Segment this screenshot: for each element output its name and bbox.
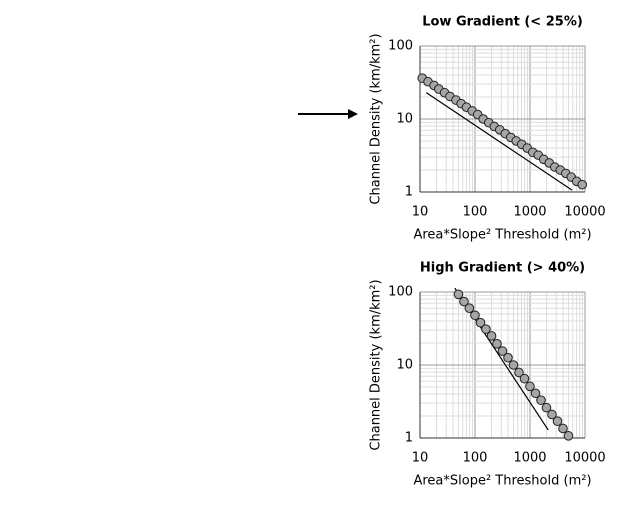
point xyxy=(552,416,563,426)
x-axis-label: Area*Slope² Threshold (m²) xyxy=(413,474,591,489)
arrow-head xyxy=(348,109,358,119)
x-tick-label: 100 xyxy=(463,451,488,466)
x-tick-label: 10000 xyxy=(564,451,605,466)
point xyxy=(470,310,480,321)
point xyxy=(519,373,530,384)
y-tick-label: 10 xyxy=(396,112,413,127)
y-tick-label: 1 xyxy=(405,185,413,200)
point xyxy=(453,289,464,300)
x-tick-label: 10 xyxy=(412,205,429,220)
x-tick-label: 1000 xyxy=(513,451,546,466)
point xyxy=(486,331,497,341)
point xyxy=(492,339,502,349)
y-axis-label: Channel Density (km/km²) xyxy=(369,279,384,450)
point xyxy=(577,179,588,190)
point xyxy=(475,317,486,328)
y-tick-label: 100 xyxy=(388,285,413,300)
chart-title: High Gradient (> 40%) xyxy=(420,261,585,276)
point xyxy=(525,381,535,392)
x-tick-label: 10 xyxy=(412,451,429,466)
point xyxy=(497,346,508,356)
point xyxy=(464,303,475,313)
point xyxy=(536,395,546,405)
point xyxy=(508,360,519,370)
fit-line xyxy=(425,92,573,191)
point xyxy=(514,367,524,378)
x-tick-label: 1000 xyxy=(513,205,546,220)
point xyxy=(547,409,557,420)
chart-title: Low Gradient (< 25%) xyxy=(422,15,583,30)
point xyxy=(481,324,491,334)
point xyxy=(541,402,552,413)
y-axis-label: Channel Density (km/km²) xyxy=(369,33,384,204)
y-tick-label: 100 xyxy=(388,39,413,54)
x-tick-label: 10000 xyxy=(564,205,605,220)
point xyxy=(530,388,541,399)
point xyxy=(503,352,513,363)
y-tick-label: 10 xyxy=(396,358,413,373)
x-tick-label: 100 xyxy=(463,205,488,220)
point xyxy=(558,423,568,434)
x-axis-label: Area*Slope² Threshold (m²) xyxy=(413,228,591,243)
y-tick-label: 1 xyxy=(405,431,413,446)
point xyxy=(459,296,469,307)
point xyxy=(563,431,574,441)
